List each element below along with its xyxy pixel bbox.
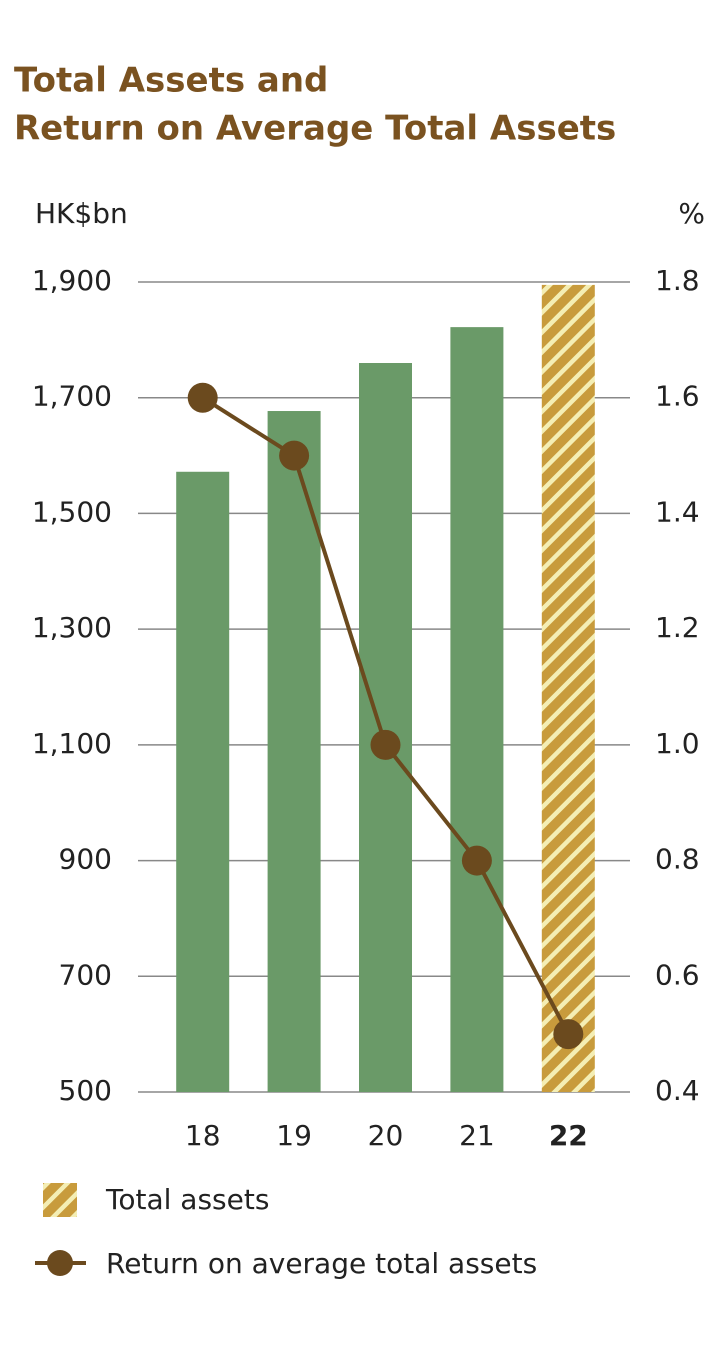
y-tick-label: 700 (59, 958, 112, 991)
y2-tick-label: 0.8 (655, 843, 700, 876)
y-tick-label: 1,300 (32, 611, 112, 644)
x-tick-label: 18 (185, 1119, 221, 1152)
bar (359, 363, 412, 1092)
y2-tick-label: 1.8 (655, 264, 700, 297)
line-point (461, 845, 492, 876)
line-point (279, 440, 310, 471)
bar (450, 327, 504, 1093)
line-point (553, 1019, 584, 1050)
x-tick-label: 19 (276, 1119, 312, 1152)
y-tick-label: 1,700 (32, 380, 112, 413)
line-point (187, 382, 218, 413)
bar (267, 411, 321, 1092)
y2-tick-label: 0.6 (655, 958, 700, 991)
legend-label: Total assets (105, 1183, 269, 1216)
x-tick-label: 21 (459, 1119, 495, 1152)
x-tick-label: 22 (549, 1119, 588, 1152)
y-tick-label: 1,900 (32, 264, 112, 297)
y2-axis-label: % (678, 197, 705, 230)
y-tick-label: 1,100 (32, 727, 112, 760)
chart-title: Total Assets and (14, 61, 328, 101)
legend-swatch (47, 1250, 73, 1276)
y2-tick-label: 1.4 (655, 495, 700, 528)
legend-label: Return on average total assets (106, 1247, 537, 1280)
bar (176, 471, 230, 1092)
x-tick-label: 20 (368, 1119, 404, 1152)
bar (541, 284, 595, 1093)
y-tick-label: 500 (59, 1074, 112, 1107)
line-point (370, 729, 401, 760)
y2-tick-label: 0.4 (655, 1074, 700, 1107)
y-tick-label: 900 (59, 843, 112, 876)
y2-tick-label: 1.0 (655, 727, 700, 760)
legend-swatch (43, 1183, 77, 1217)
y-tick-label: 1,500 (32, 495, 112, 528)
y-axis-label: HK$bn (35, 197, 128, 230)
y2-tick-label: 1.2 (655, 611, 700, 644)
chart-title: Return on Average Total Assets (14, 109, 616, 149)
y2-tick-label: 1.6 (655, 380, 700, 413)
